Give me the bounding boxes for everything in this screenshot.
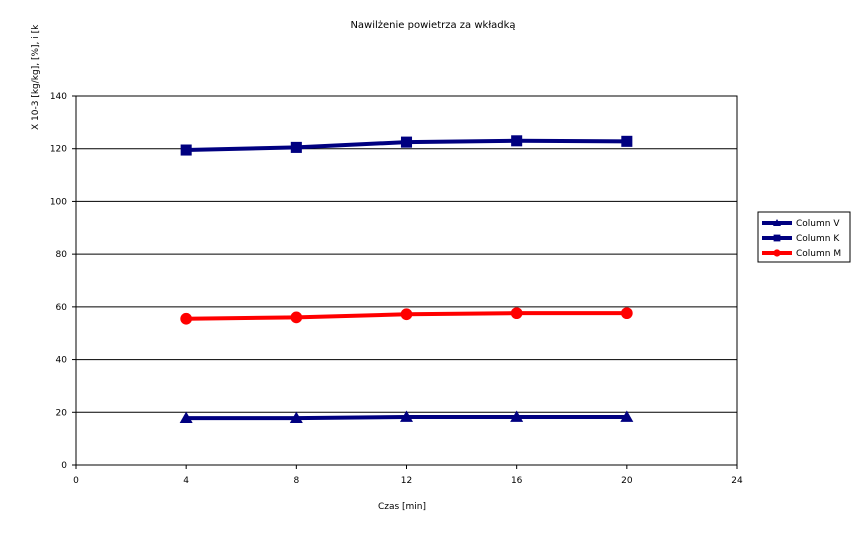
data-point (290, 141, 302, 153)
data-point (620, 410, 634, 422)
y-tick-label: 120 (50, 145, 67, 155)
grid (76, 148, 737, 413)
x-tick-label: 20 (621, 476, 633, 486)
data-point (180, 144, 192, 156)
x-tick-label: 12 (401, 476, 412, 486)
y-tick-label: 0 (61, 461, 67, 471)
data-point (179, 411, 193, 423)
data-point (510, 307, 523, 320)
x-tick-label: 24 (731, 476, 743, 486)
y-tick-label: 140 (50, 92, 67, 102)
data-point (289, 411, 303, 423)
series-0 (179, 410, 634, 423)
y-tick-label: 20 (56, 408, 68, 418)
legend-item: Column K (762, 234, 840, 244)
data-point (773, 234, 781, 242)
data-point (290, 311, 303, 324)
x-tick-label: 0 (73, 476, 79, 486)
legend-label: Column V (796, 219, 840, 229)
legend-item: Column V (762, 219, 840, 229)
data-point (510, 410, 524, 422)
data-point (621, 135, 633, 147)
plot-area (75, 95, 738, 466)
y-axis-label: X 10-3 [kg/kg], [%], i [k (31, 24, 41, 130)
data-point (773, 249, 781, 257)
series-1 (180, 135, 633, 156)
y-tick-label: 100 (50, 197, 67, 207)
legend-label: Column M (796, 249, 841, 259)
legend: Column V Column K Column M (757, 211, 851, 263)
chart-title: Nawilżenie powietrza za wkładką (350, 20, 515, 31)
data-point (400, 308, 413, 321)
data-point (400, 410, 413, 422)
data-point (400, 136, 413, 148)
data-point (773, 219, 781, 226)
x-axis-label: Czas [min] (378, 502, 426, 512)
series-2 (180, 307, 633, 325)
legend-item: Column M (762, 249, 841, 259)
y-tick-label: 60 (56, 303, 68, 313)
data-point (180, 312, 193, 325)
x-tick-label: 4 (183, 476, 189, 486)
y-tick-label: 40 (56, 356, 68, 366)
series (179, 135, 634, 423)
axis-ticks: 0 20 40 60 80 100 120 140 0 4 8 12 16 20 24 (50, 92, 743, 486)
data-point (511, 135, 523, 147)
legend-label: Column K (796, 234, 840, 244)
x-tick-label: 16 (511, 476, 523, 486)
y-tick-label: 80 (56, 250, 68, 260)
x-tick-label: 8 (293, 476, 299, 486)
data-point (620, 307, 633, 320)
